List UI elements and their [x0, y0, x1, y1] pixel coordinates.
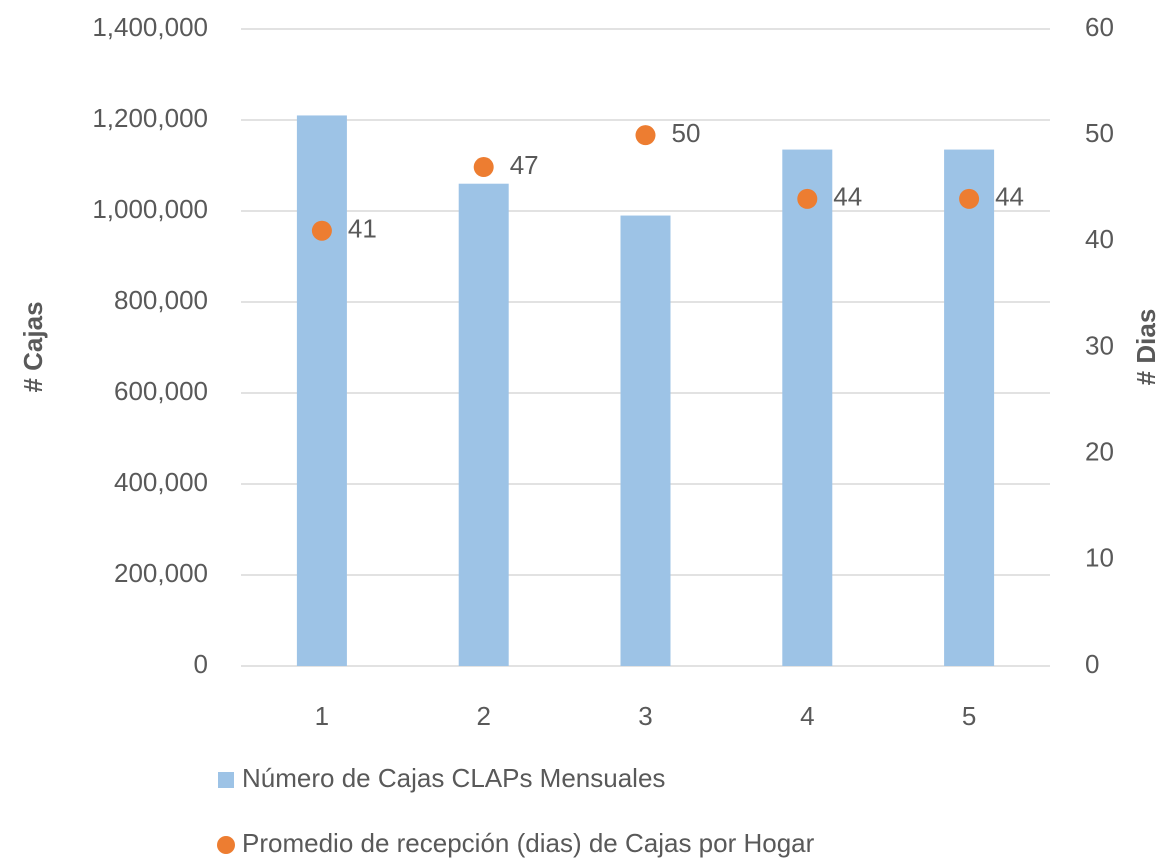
dot	[473, 157, 494, 178]
y2-tick-label: 40	[1085, 224, 1114, 254]
y2-tick-label: 10	[1085, 543, 1114, 573]
data-label: 44	[833, 182, 862, 212]
x-tick-label: 5	[962, 701, 976, 731]
legend-label: Promedio de recepción (dias) de Cajas po…	[242, 828, 815, 858]
y2-tick-label: 20	[1085, 437, 1114, 467]
y-tick-label: 400,000	[114, 467, 208, 497]
data-label: 47	[510, 150, 539, 180]
y2-tick-label: 50	[1085, 118, 1114, 148]
y2-tick-label: 60	[1085, 12, 1114, 42]
y-tick-label: 1,400,000	[92, 12, 208, 42]
bar	[944, 149, 995, 666]
data-label: 41	[348, 214, 377, 244]
data-label: 44	[995, 182, 1024, 212]
legend-swatch	[217, 836, 235, 854]
y2-tick-label: 0	[1085, 649, 1099, 679]
bar	[458, 183, 509, 666]
x-tick-label: 4	[800, 701, 814, 731]
legend-label: Número de Cajas CLAPs Mensuales	[242, 763, 665, 793]
y-tick-label: 1,200,000	[92, 103, 208, 133]
dot	[959, 188, 980, 209]
data-label: 50	[672, 118, 701, 148]
bar	[296, 115, 347, 666]
bar	[620, 215, 671, 667]
y2-tick-label: 30	[1085, 330, 1114, 360]
dot	[635, 125, 656, 146]
y-tick-label: 800,000	[114, 285, 208, 315]
x-tick-label: 1	[315, 701, 329, 731]
y-tick-label: 0	[194, 649, 208, 679]
y-tick-label: 200,000	[114, 558, 208, 588]
x-tick-label: 3	[638, 701, 652, 731]
y-axis-title: # Cajas	[18, 301, 48, 392]
x-tick-label: 2	[476, 701, 490, 731]
y-tick-label: 1,000,000	[92, 194, 208, 224]
dot	[311, 220, 332, 241]
dot	[797, 188, 818, 209]
bar	[782, 149, 833, 666]
y2-axis-title: # Dias	[1131, 309, 1161, 386]
legend-swatch	[218, 772, 234, 788]
y-tick-label: 600,000	[114, 376, 208, 406]
